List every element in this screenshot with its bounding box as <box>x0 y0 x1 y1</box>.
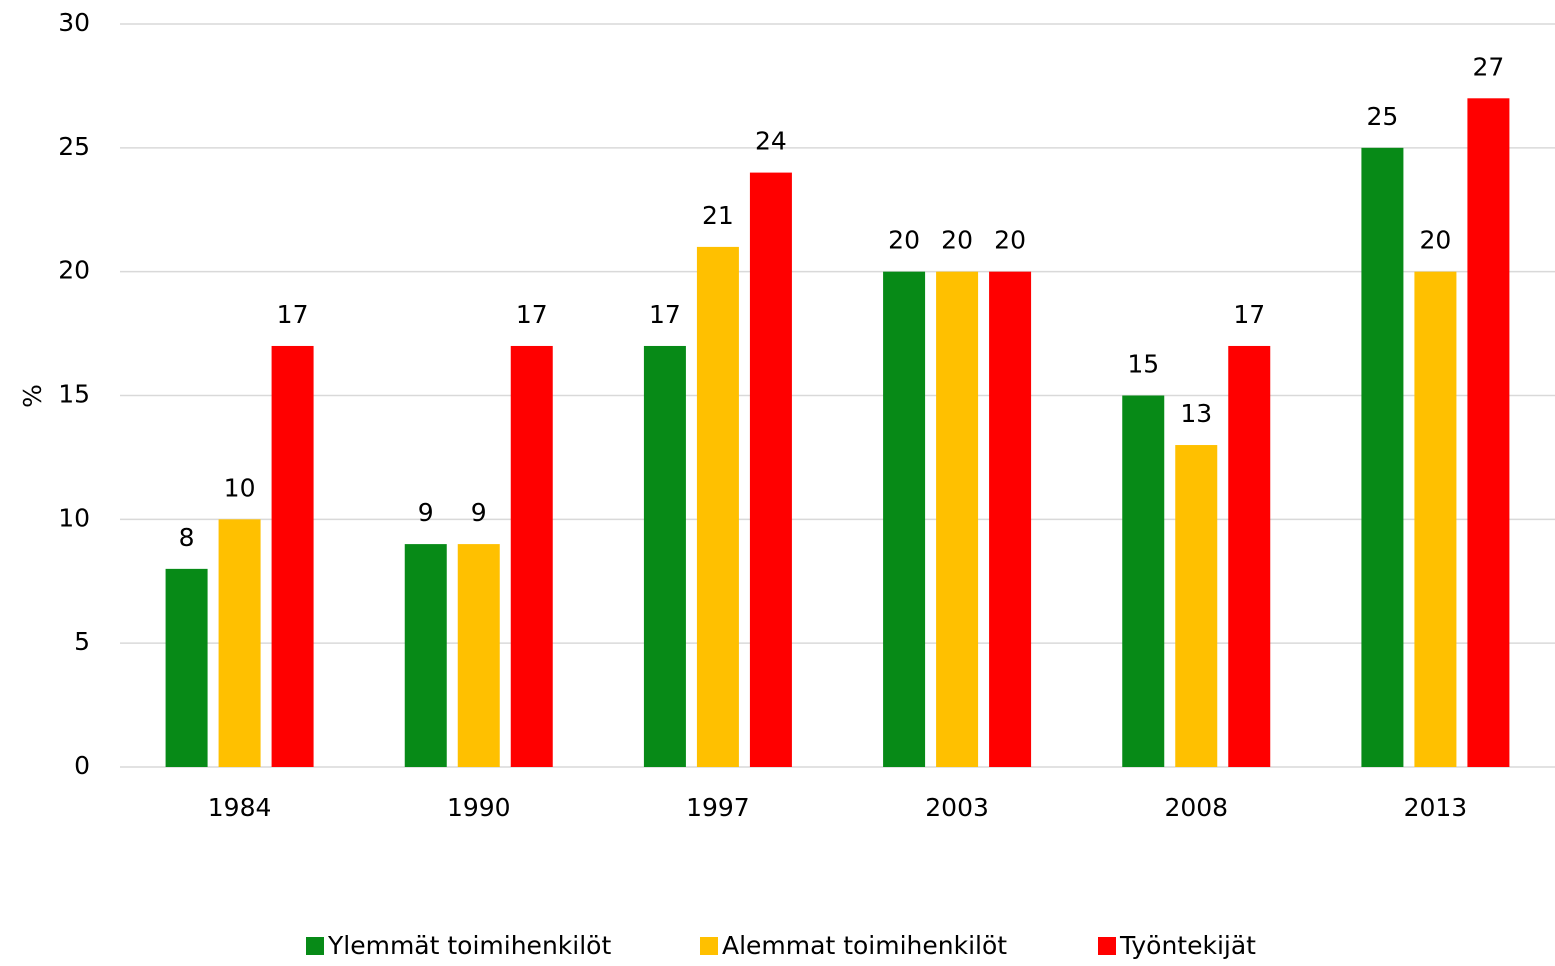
legend-label: Työntekijät <box>1119 931 1256 960</box>
data-label: 20 <box>1420 226 1452 255</box>
y-axis-label: % <box>18 384 47 408</box>
data-label: 17 <box>516 300 548 329</box>
data-label: 17 <box>1233 300 1265 329</box>
y-tick-label: 30 <box>58 8 90 37</box>
data-label: 24 <box>755 127 787 156</box>
x-tick-label: 2013 <box>1404 793 1468 822</box>
y-tick-label: 25 <box>58 132 90 161</box>
bar <box>1228 345 1271 767</box>
legend-swatch <box>306 937 324 955</box>
bar <box>271 345 314 767</box>
data-label: 17 <box>277 300 309 329</box>
bar <box>989 271 1032 767</box>
data-label: 10 <box>224 473 256 502</box>
data-label: 15 <box>1127 350 1159 379</box>
bar <box>696 246 739 767</box>
x-tick-label: 2008 <box>1164 793 1228 822</box>
bar <box>749 172 792 768</box>
data-label: 9 <box>471 498 487 527</box>
y-tick-label: 5 <box>74 627 90 656</box>
data-label: 21 <box>702 201 734 230</box>
x-tick-label: 2003 <box>925 793 989 822</box>
bar <box>643 345 686 767</box>
data-label: 20 <box>941 226 973 255</box>
bar <box>1122 395 1165 767</box>
y-tick-label: 0 <box>74 751 90 780</box>
legend-label: Alemmat toimihenkilöt <box>722 931 1007 960</box>
data-label: 25 <box>1367 102 1399 131</box>
data-label: 27 <box>1473 52 1505 81</box>
x-tick-label: 1984 <box>208 793 272 822</box>
data-label: 9 <box>418 498 434 527</box>
bar <box>1361 147 1404 768</box>
bar <box>936 271 979 767</box>
y-tick-label: 20 <box>58 256 90 285</box>
data-label: 13 <box>1180 399 1212 428</box>
bar <box>165 568 208 767</box>
bar <box>510 345 553 767</box>
bar <box>1175 445 1218 767</box>
bar <box>404 544 447 767</box>
y-tick-label: 15 <box>58 380 90 409</box>
data-label: 17 <box>649 300 681 329</box>
bar <box>218 519 261 767</box>
bar <box>1414 271 1457 767</box>
x-tick-label: 1997 <box>686 793 750 822</box>
legend-label: Ylemmät toimihenkilöt <box>327 931 611 960</box>
y-tick-label: 10 <box>58 503 90 532</box>
bar <box>457 544 500 767</box>
bar <box>883 271 926 767</box>
bar <box>1467 98 1510 768</box>
legend-swatch <box>1098 937 1116 955</box>
x-tick-label: 1990 <box>447 793 511 822</box>
data-label: 20 <box>994 226 1026 255</box>
data-label: 8 <box>179 523 195 552</box>
legend-swatch <box>700 937 718 955</box>
data-label: 20 <box>888 226 920 255</box>
